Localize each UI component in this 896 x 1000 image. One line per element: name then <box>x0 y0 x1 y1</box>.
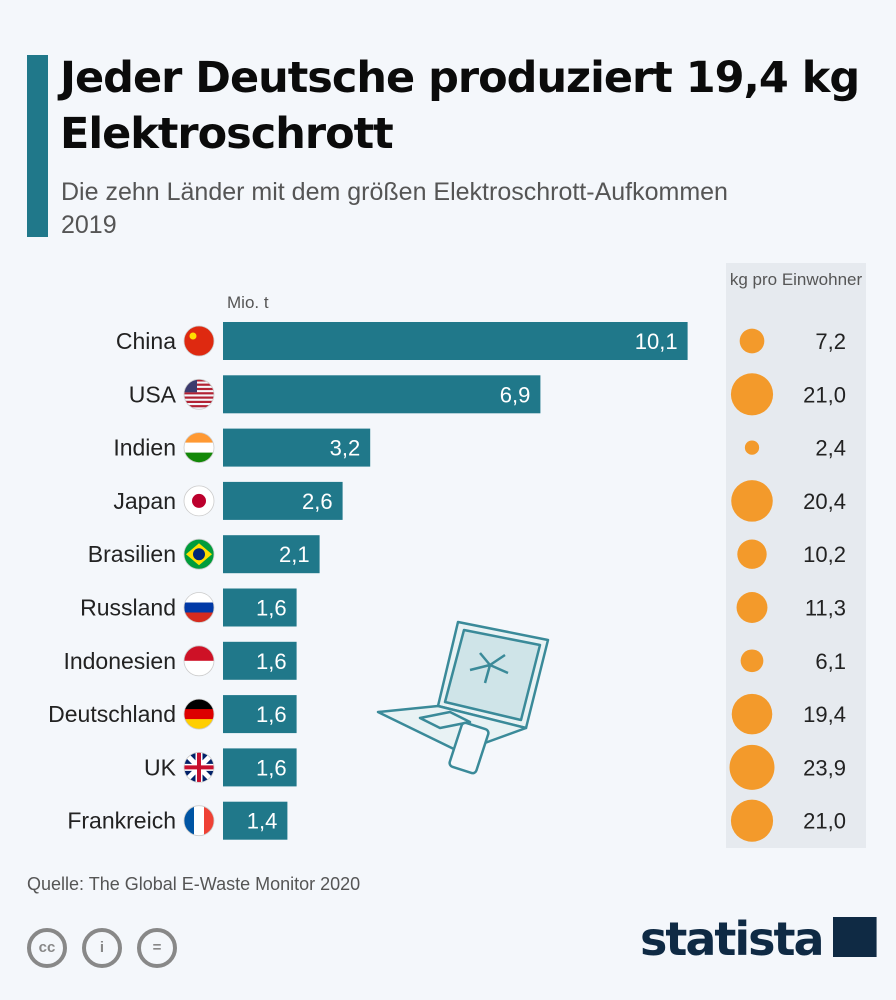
category-label: Deutschland <box>48 701 176 727</box>
per-capita-value: 7,2 <box>815 329 846 354</box>
per-capita-bubble <box>737 539 767 569</box>
per-capita-bubble <box>736 592 768 623</box>
category-label: Indien <box>113 435 176 461</box>
flag-germany-icon <box>183 698 215 730</box>
bar-value-label: 1,6 <box>256 702 287 727</box>
title-accent-bar <box>27 55 48 237</box>
bar-value-label: 1,6 <box>256 755 287 780</box>
broken-laptop-icon <box>376 620 550 775</box>
bar-value-label: 10,1 <box>635 329 678 354</box>
per-capita-value: 6,1 <box>815 649 846 674</box>
flag-japan-icon <box>183 485 215 517</box>
bar-value-label: 3,2 <box>330 436 361 461</box>
bar-value-label: 6,9 <box>500 382 531 407</box>
per-capita-value: 10,2 <box>803 542 846 567</box>
flag-china-icon <box>183 325 215 357</box>
per-capita-value: 2,4 <box>815 436 846 461</box>
bar-value-label: 1,6 <box>256 649 287 674</box>
flag-uk-icon <box>183 752 215 783</box>
bar <box>223 481 343 520</box>
category-label: Frankreich <box>67 808 176 834</box>
per-capita-bubble <box>729 744 775 790</box>
bar <box>223 322 688 360</box>
flag-indonesia-icon <box>183 645 215 677</box>
flag-brazil-icon <box>183 538 215 570</box>
no-derivatives-icon: = <box>137 928 177 968</box>
bar-value-label: 1,6 <box>256 596 287 621</box>
per-capita-value: 20,4 <box>803 489 846 514</box>
per-capita-header: kg pro Einwohner <box>729 270 863 289</box>
per-capita-value: 23,9 <box>803 755 846 780</box>
source-note: Quelle: The Global E-Waste Monitor 2020 <box>27 874 361 894</box>
bar-value-label: 2,1 <box>279 542 310 567</box>
bar <box>223 428 371 467</box>
category-label: Brasilien <box>88 541 176 567</box>
brand-name: statista <box>640 912 825 966</box>
flag-france-icon <box>183 805 215 837</box>
flag-india-icon <box>183 432 215 464</box>
cc-icon: cc <box>27 928 67 968</box>
bar-value-label: 1,4 <box>247 809 278 834</box>
per-capita-bubble <box>739 328 765 354</box>
chart-title: Jeder Deutsche produziert 19,4 kg Elektr… <box>60 53 860 159</box>
per-capita-bubble <box>730 799 774 842</box>
per-capita-bubble <box>731 693 773 735</box>
bar <box>223 535 320 574</box>
per-capita-value: 21,0 <box>803 809 846 834</box>
category-label: China <box>116 328 176 354</box>
flag-usa-icon <box>183 378 215 410</box>
flag-russia-icon <box>183 592 215 623</box>
category-label: USA <box>129 381 177 407</box>
attribution-icon: i <box>82 928 122 968</box>
category-label: Indonesien <box>63 648 176 674</box>
per-capita-value: 11,3 <box>805 596 846 621</box>
unit-label: Mio. t <box>227 293 269 312</box>
category-label: UK <box>144 754 177 780</box>
per-capita-bubble <box>744 440 760 455</box>
statista-logo: statista <box>640 912 877 966</box>
per-capita-bubble <box>740 649 764 673</box>
bar <box>223 375 541 414</box>
bar-value-label: 2,6 <box>302 489 333 514</box>
per-capita-bubble <box>730 373 774 416</box>
category-label: Russland <box>80 595 176 621</box>
bar <box>223 695 297 734</box>
per-capita-value: 19,4 <box>803 702 846 727</box>
category-label: Japan <box>113 488 176 514</box>
bar <box>223 641 297 680</box>
bar <box>223 748 297 787</box>
chart-subtitle: Die zehn Länder mit dem größen Elektrosc… <box>61 178 728 239</box>
per-capita-bubble <box>731 480 773 522</box>
per-capita-value: 21,0 <box>803 382 846 407</box>
bar <box>223 801 288 840</box>
bar <box>223 588 297 627</box>
